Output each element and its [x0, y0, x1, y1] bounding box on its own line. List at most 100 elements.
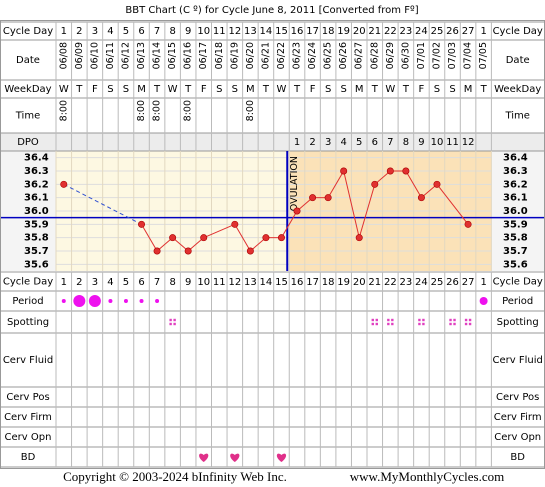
- spotting-dot: [173, 322, 176, 326]
- cycle-day: 10: [197, 26, 210, 37]
- cycle-day: 18: [322, 26, 335, 37]
- cycle-day: 16: [291, 277, 304, 288]
- cycle-day: 20: [353, 26, 366, 37]
- cycle-day: 3: [92, 277, 98, 288]
- dpo: 1: [294, 137, 300, 148]
- weekday: W: [277, 84, 287, 95]
- period-dot: [155, 299, 160, 303]
- date: 06/26: [338, 42, 349, 69]
- temp-line: [436, 184, 469, 225]
- row-label-right: Cerv Fluid: [493, 355, 543, 366]
- temp-point: [386, 167, 394, 175]
- spotting-dot: [449, 322, 452, 326]
- date: 06/27: [354, 42, 365, 69]
- y-tick-label: 35.8: [24, 233, 49, 244]
- date: 07/01: [416, 42, 427, 69]
- temp-point: [402, 167, 410, 175]
- weekday: M: [464, 84, 473, 95]
- weekday: W: [59, 84, 69, 95]
- y-tick-label-right: 35.9: [503, 219, 528, 230]
- temp-line: [358, 184, 376, 238]
- period-dot: [73, 295, 86, 307]
- cycle-day: 23: [400, 26, 413, 37]
- weekday: S: [449, 84, 455, 95]
- cycle-day: 9: [185, 277, 191, 288]
- y-tick-label-right: 36.3: [503, 166, 528, 177]
- ovulation-label: OVULATION: [289, 156, 300, 211]
- y-tick-label-right: 36.2: [503, 179, 528, 190]
- cycle-day: 14: [260, 277, 273, 288]
- bd-heart: [199, 453, 209, 462]
- spotting-dot: [464, 318, 468, 322]
- cycle-day: 1: [61, 26, 67, 37]
- row-label: Time: [15, 111, 40, 122]
- spotting-dot: [391, 322, 394, 326]
- row-label: Spotting: [7, 317, 49, 328]
- weekday: S: [123, 84, 129, 95]
- date: 06/21: [260, 42, 271, 69]
- temp-point: [231, 220, 239, 228]
- date: 06/16: [183, 42, 194, 69]
- spotting-dot: [371, 318, 374, 322]
- row-label-right: Cycle Day: [493, 277, 543, 288]
- cycle-day: 18: [322, 277, 335, 288]
- cycle-day: 11: [213, 277, 226, 288]
- y-tick-label-right: 36.1: [503, 193, 528, 204]
- dpo: 6: [372, 137, 378, 148]
- row-label-right: Time: [504, 111, 529, 122]
- date: 06/08: [58, 42, 69, 69]
- weekday: F: [92, 84, 98, 95]
- weekday: W: [168, 84, 178, 95]
- y-tick-label-right: 35.6: [503, 259, 528, 270]
- cycle-day: 12: [228, 26, 241, 37]
- cycle-day: 16: [291, 26, 304, 37]
- row-label-right: BD: [510, 452, 525, 463]
- y-tick-label: 36.1: [24, 193, 49, 204]
- y-tick-label: 35.9: [24, 219, 49, 230]
- spotting-dot: [391, 318, 394, 322]
- date: 06/30: [400, 42, 411, 69]
- temp-point: [277, 234, 285, 242]
- date: 06/24: [307, 42, 318, 69]
- cycle-day: 26: [446, 277, 459, 288]
- spotting-dot: [464, 322, 468, 326]
- spotting-dot: [418, 318, 421, 322]
- weekday: T: [184, 84, 192, 95]
- y-tick-label-right: 36.4: [503, 153, 528, 164]
- cycle-day: 13: [244, 26, 257, 37]
- spotting-dot: [422, 318, 425, 322]
- date: 06/19: [229, 42, 240, 69]
- time: 8:00: [136, 100, 147, 121]
- temp-point: [246, 247, 254, 255]
- dpo: 8: [403, 137, 409, 148]
- cycle-day: 15: [275, 277, 288, 288]
- temp-point: [417, 194, 425, 202]
- temp-line: [63, 183, 142, 225]
- row-label: Cerv Fluid: [3, 355, 53, 366]
- cycle-day: 11: [213, 26, 226, 37]
- date: 07/02: [431, 42, 442, 69]
- spotting-dot: [173, 318, 176, 322]
- date: 07/04: [463, 42, 474, 69]
- cycle-day: 15: [275, 26, 288, 37]
- cycle-day: 21: [368, 277, 381, 288]
- cycle-day: 2: [76, 277, 82, 288]
- weekday: T: [480, 84, 488, 95]
- row-label: Cycle Day: [3, 277, 53, 288]
- cycle-day: 22: [384, 26, 397, 37]
- temp-point: [138, 220, 146, 228]
- weekday: T: [402, 84, 410, 95]
- spotting-dot: [169, 322, 172, 326]
- y-tick-label-right: 36.0: [503, 206, 528, 217]
- dpo: 3: [325, 137, 331, 148]
- period-dot: [108, 299, 113, 303]
- y-tick-label: 36.4: [24, 153, 49, 164]
- temp-point: [309, 194, 317, 202]
- weekday: S: [107, 84, 113, 95]
- cycle-day: 22: [384, 277, 397, 288]
- cycle-day: 1: [61, 277, 67, 288]
- temp-point: [169, 234, 177, 242]
- weekday: S: [340, 84, 346, 95]
- period-dot: [88, 295, 101, 307]
- y-tick-label: 36.3: [24, 166, 49, 177]
